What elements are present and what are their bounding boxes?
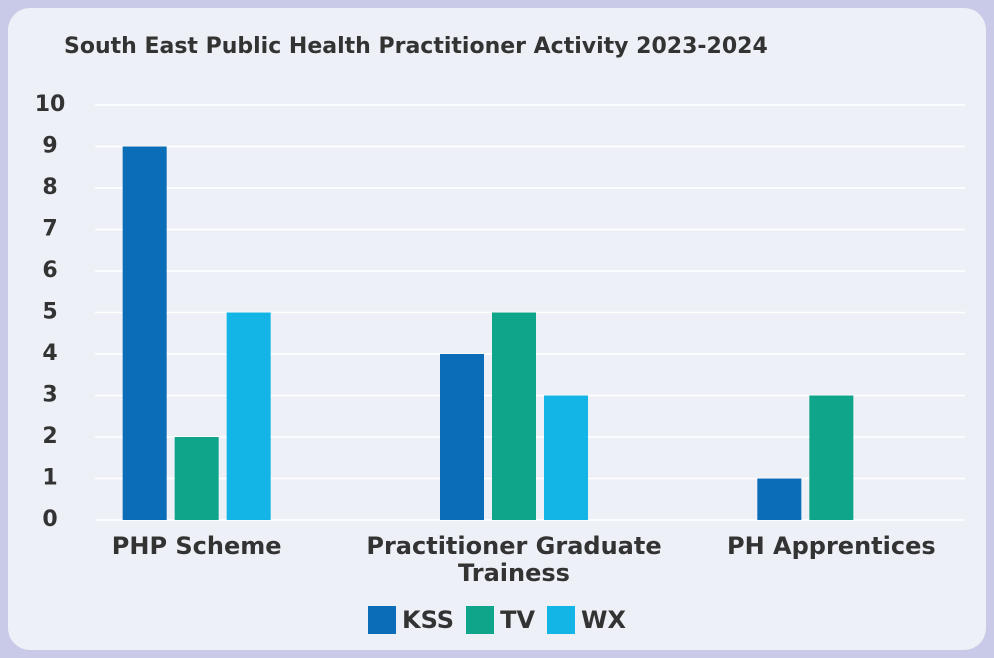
bar: [122, 146, 167, 520]
bar: [544, 395, 588, 520]
y-tick-label: 4: [42, 341, 57, 366]
legend-swatch: [547, 606, 576, 634]
legend-item: KSS: [367, 606, 455, 634]
legend-swatch: [466, 606, 495, 634]
y-tick-label: 0: [42, 507, 57, 532]
x-tick-label: PHP Scheme: [111, 532, 282, 560]
bar: [492, 312, 536, 520]
y-tick-label: 5: [42, 300, 57, 325]
bar: [174, 437, 219, 520]
legend-item: TV: [466, 606, 535, 634]
y-tick-label: 3: [42, 383, 57, 408]
chart-title: South East Public Health Practitioner Ac…: [64, 34, 768, 59]
legend-label: TV: [500, 606, 536, 634]
bar: [440, 354, 484, 520]
y-tick-label: 10: [35, 92, 66, 117]
y-tick-label: 1: [42, 466, 57, 491]
y-tick-label: 8: [42, 175, 57, 200]
bar: [809, 395, 854, 520]
bar: [226, 312, 271, 520]
y-tick-label: 6: [42, 258, 57, 283]
x-tick-label: Practitioner Graduate Trainess: [366, 532, 662, 587]
y-tick-label: 9: [42, 134, 57, 159]
legend-label: WX: [581, 606, 627, 634]
legend: KSS TV WX: [0, 606, 994, 634]
legend-label: KSS: [401, 606, 455, 634]
legend-item: WX: [547, 606, 626, 634]
y-tick-label: 2: [42, 424, 57, 449]
y-tick-label: 7: [42, 217, 57, 242]
legend-swatch: [367, 606, 396, 634]
x-tick-label: PH Apprentices: [727, 532, 936, 560]
bar: [757, 478, 802, 520]
